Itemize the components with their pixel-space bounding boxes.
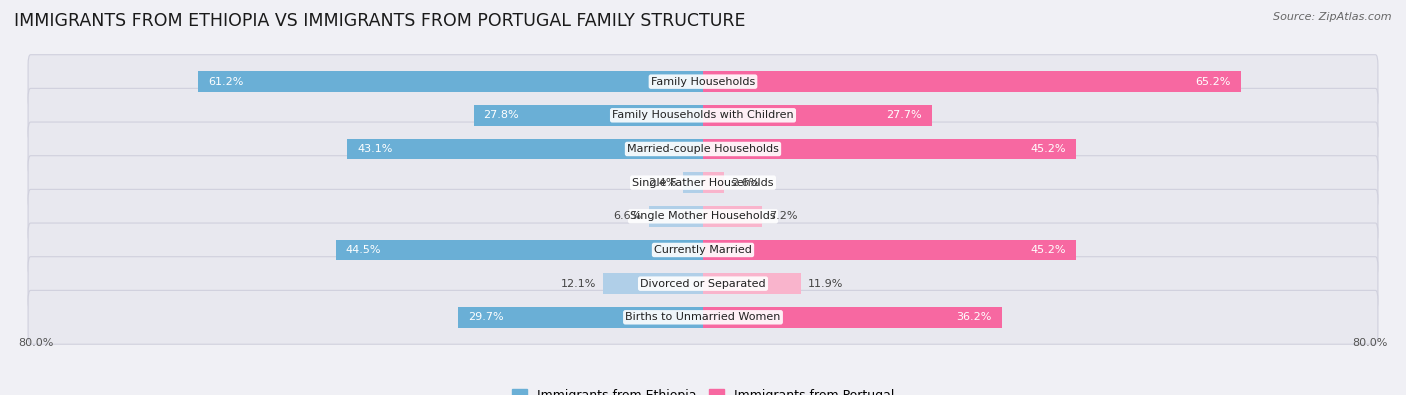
Bar (198, 71, 703, 92)
Text: 45.2%: 45.2% (1031, 144, 1066, 154)
Text: Single Mother Households: Single Mother Households (630, 211, 776, 221)
Text: 7.2%: 7.2% (769, 211, 797, 221)
FancyBboxPatch shape (28, 55, 1378, 109)
Text: Family Households with Children: Family Households with Children (612, 110, 794, 120)
Text: Currently Married: Currently Married (654, 245, 752, 255)
Text: 44.5%: 44.5% (346, 245, 381, 255)
Text: IMMIGRANTS FROM ETHIOPIA VS IMMIGRANTS FROM PORTUGAL FAMILY STRUCTURE: IMMIGRANTS FROM ETHIOPIA VS IMMIGRANTS F… (14, 12, 745, 30)
FancyBboxPatch shape (28, 223, 1378, 277)
FancyBboxPatch shape (28, 290, 1378, 344)
Bar (336, 239, 703, 260)
Bar (603, 273, 703, 294)
Text: 29.7%: 29.7% (468, 312, 503, 322)
Text: Family Households: Family Households (651, 77, 755, 87)
Text: 80.0%: 80.0% (18, 338, 53, 348)
Text: 80.0%: 80.0% (1353, 338, 1388, 348)
Text: 6.6%: 6.6% (613, 211, 643, 221)
Text: 2.6%: 2.6% (731, 178, 759, 188)
Text: 27.7%: 27.7% (886, 110, 922, 120)
Bar (648, 206, 703, 227)
Bar (347, 139, 703, 160)
Text: 61.2%: 61.2% (208, 77, 243, 87)
FancyBboxPatch shape (28, 156, 1378, 210)
Legend: Immigrants from Ethiopia, Immigrants from Portugal: Immigrants from Ethiopia, Immigrants fro… (506, 384, 900, 395)
Text: Single Father Households: Single Father Households (633, 178, 773, 188)
Text: 2.4%: 2.4% (648, 178, 676, 188)
Text: Married-couple Households: Married-couple Households (627, 144, 779, 154)
Text: Divorced or Separated: Divorced or Separated (640, 278, 766, 289)
FancyBboxPatch shape (28, 257, 1378, 310)
Bar (703, 71, 1241, 92)
Bar (458, 307, 703, 328)
Bar (703, 105, 932, 126)
FancyBboxPatch shape (28, 88, 1378, 142)
Text: 12.1%: 12.1% (561, 278, 596, 289)
Bar (474, 105, 703, 126)
Text: Source: ZipAtlas.com: Source: ZipAtlas.com (1274, 12, 1392, 22)
FancyBboxPatch shape (28, 122, 1378, 176)
Bar (703, 273, 801, 294)
Bar (703, 206, 762, 227)
Bar (703, 172, 724, 193)
Text: 45.2%: 45.2% (1031, 245, 1066, 255)
Bar (703, 307, 1001, 328)
FancyBboxPatch shape (28, 189, 1378, 243)
Text: 11.9%: 11.9% (808, 278, 844, 289)
Text: 27.8%: 27.8% (484, 110, 519, 120)
Text: 36.2%: 36.2% (956, 312, 991, 322)
Text: 43.1%: 43.1% (357, 144, 392, 154)
Bar (703, 139, 1076, 160)
Text: Births to Unmarried Women: Births to Unmarried Women (626, 312, 780, 322)
Bar (703, 239, 1076, 260)
Bar (683, 172, 703, 193)
Text: 65.2%: 65.2% (1195, 77, 1232, 87)
